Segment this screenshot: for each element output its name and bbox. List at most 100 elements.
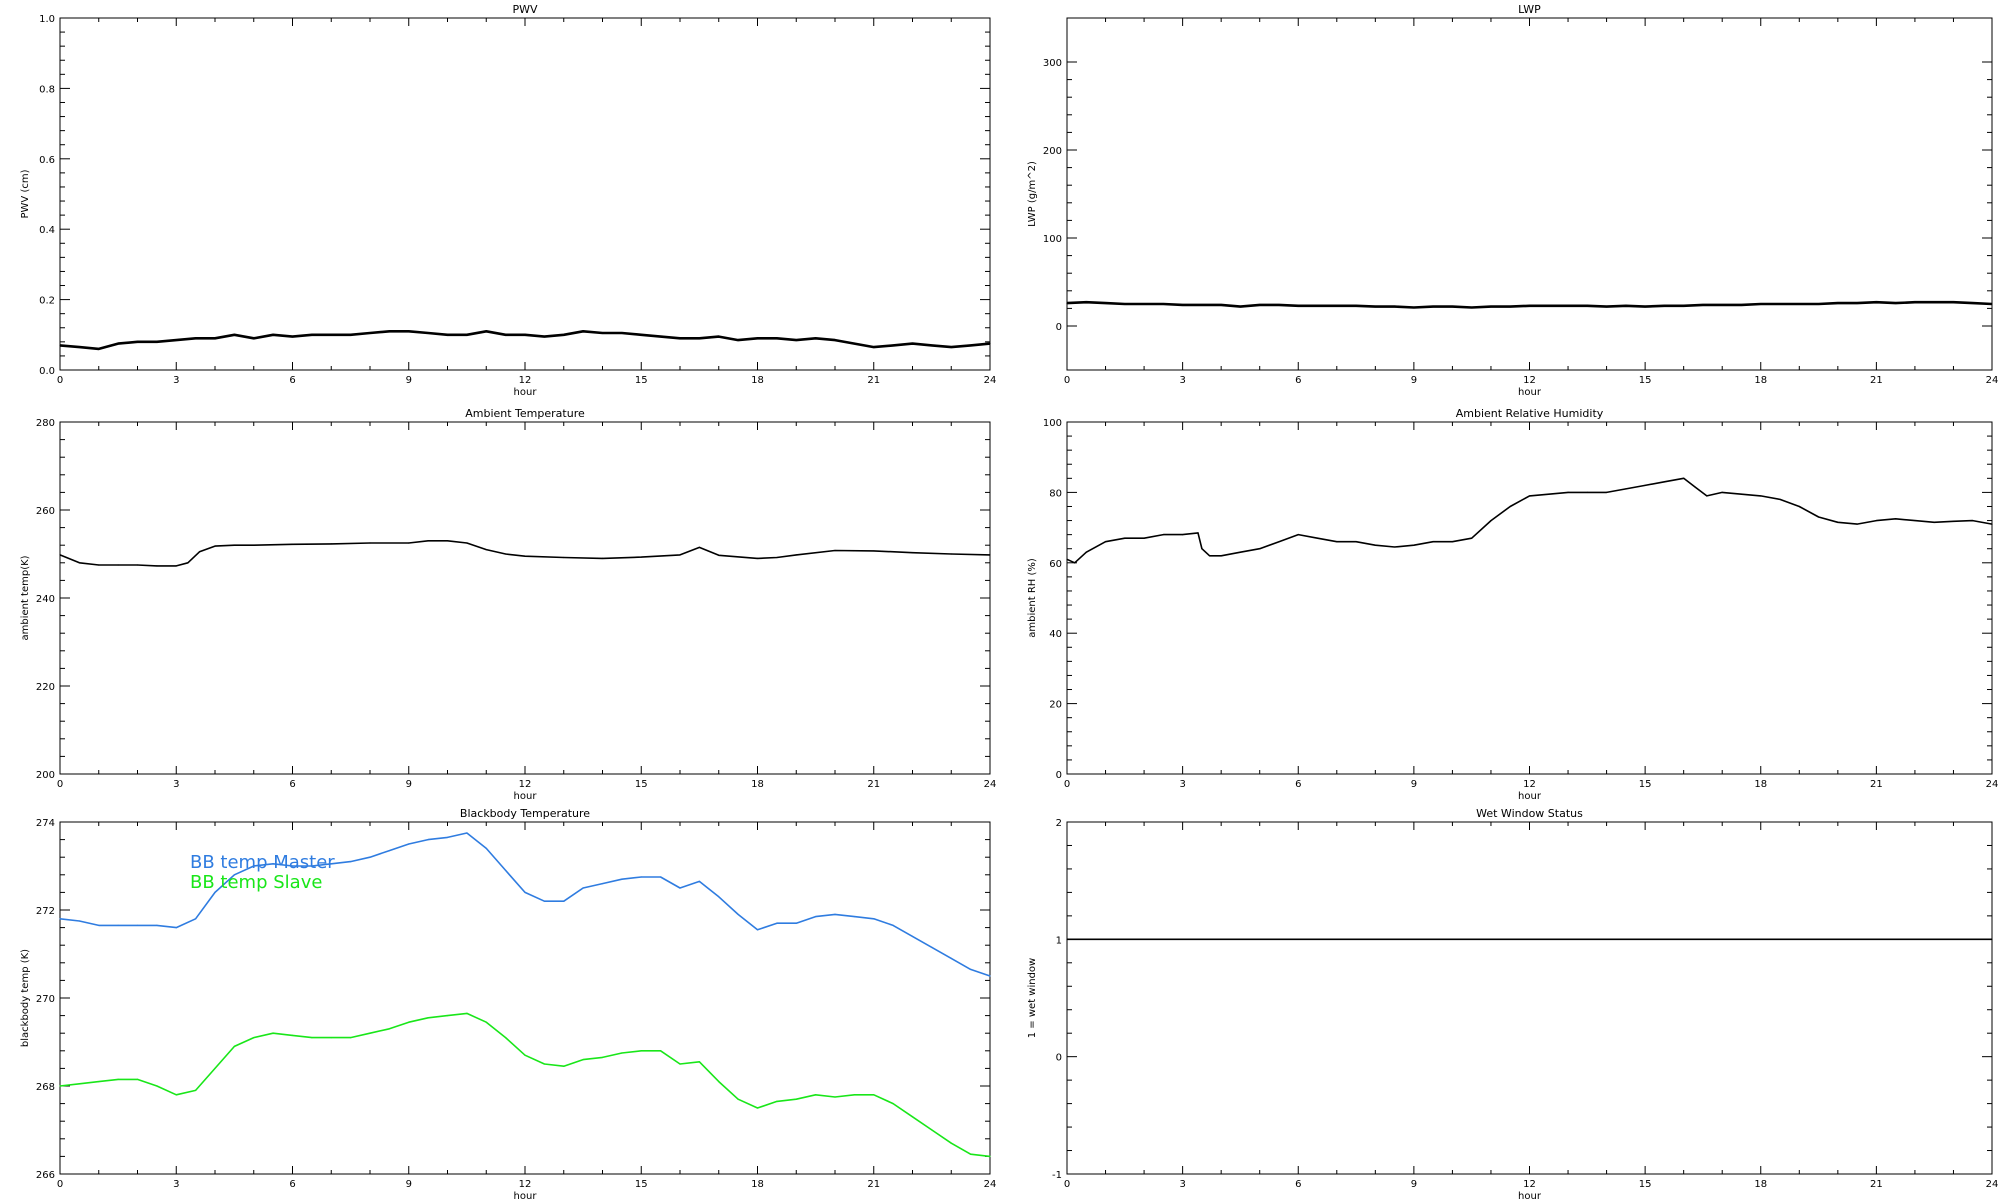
data-point	[1548, 305, 1550, 307]
x-tick-label: 9	[406, 779, 412, 790]
data-point	[311, 865, 313, 867]
data-point	[156, 1085, 158, 1087]
data-point	[1586, 491, 1588, 493]
data-point	[1471, 537, 1473, 539]
panel-ambient-temp: Ambient Temperature 0 3 6 9 12 15 18 21 24 hour 200…	[20, 407, 996, 802]
data-point	[291, 1034, 294, 1036]
x-tick-label: 6	[1295, 375, 1301, 386]
data-point	[1509, 505, 1511, 508]
y-axis-label: 1 = wet window	[1027, 958, 1038, 1038]
data-point	[1336, 305, 1338, 307]
data-point	[1355, 541, 1357, 543]
data-point	[311, 334, 313, 336]
data-point	[446, 1015, 449, 1017]
data-point	[640, 556, 642, 558]
data-point	[233, 874, 235, 876]
x-tick-label: 6	[289, 1179, 295, 1190]
data-point	[98, 348, 100, 350]
data-point	[1991, 303, 1993, 305]
data-point	[795, 554, 797, 556]
data-point	[1694, 486, 1696, 488]
data-point	[1220, 555, 1222, 557]
y-tick-label: 2	[1056, 818, 1062, 829]
data-point	[1074, 562, 1076, 564]
data-point	[892, 924, 894, 927]
data-point	[330, 334, 332, 336]
y-axis-label: PWV (cm)	[20, 169, 31, 218]
data-point	[524, 555, 526, 557]
data-point	[1933, 301, 1935, 303]
data-point	[1605, 306, 1608, 308]
series-line-ambient-rh-0	[1066, 477, 1993, 564]
y-tick-label: 0.4	[39, 225, 55, 236]
data-point	[756, 929, 759, 931]
x-tick-label: 0	[1064, 375, 1070, 386]
x-tick-label: 24	[984, 375, 997, 386]
data-point	[1548, 493, 1550, 495]
data-point	[989, 343, 991, 345]
data-point	[679, 887, 681, 889]
data-point	[1297, 305, 1299, 307]
y-tick-label: 0.8	[39, 84, 55, 95]
data-point	[776, 922, 778, 924]
data-point	[1760, 495, 1762, 497]
x-tick-label: 3	[1179, 1179, 1185, 1190]
y-tick-label: 274	[36, 818, 55, 829]
data-point	[1278, 541, 1280, 543]
data-point	[970, 1153, 972, 1155]
x-tick-label: 0	[57, 779, 63, 790]
data-point	[214, 891, 216, 894]
data-point	[369, 332, 371, 334]
data-point	[1297, 534, 1299, 536]
data-point	[59, 1085, 61, 1087]
data-point	[253, 544, 255, 546]
data-point	[1104, 541, 1107, 543]
data-point	[311, 1037, 313, 1039]
x-tick-label: 21	[867, 1179, 880, 1190]
data-point	[660, 876, 662, 878]
series-line-lwp-0	[1066, 300, 1993, 309]
data-point	[78, 562, 80, 564]
data-point	[1837, 521, 1839, 523]
data-point	[195, 918, 197, 920]
data-point	[408, 843, 410, 845]
data-point	[233, 544, 235, 546]
panel-title: LWP	[1518, 3, 1541, 16]
x-tick-label: 18	[751, 1179, 764, 1190]
data-point	[815, 916, 817, 918]
data-point	[98, 924, 100, 927]
data-point	[1374, 306, 1376, 308]
series-line-ambient-temp-0	[59, 539, 991, 567]
data-point	[1817, 516, 1820, 518]
data-point	[1432, 306, 1434, 308]
data-point	[505, 334, 507, 336]
data-point	[1683, 305, 1685, 307]
x-tick-label: 3	[1179, 375, 1185, 386]
data-point	[1394, 546, 1396, 548]
data-point	[1182, 534, 1184, 536]
data-point	[543, 335, 545, 338]
data-point	[1644, 484, 1646, 486]
data-point	[621, 332, 623, 334]
x-tick-label: 15	[1639, 375, 1652, 386]
data-point	[776, 556, 778, 559]
x-tick-label: 24	[1986, 1179, 1999, 1190]
data-point	[369, 856, 371, 858]
y-tick-label: 20	[1049, 700, 1062, 711]
data-point	[563, 334, 565, 336]
data-point	[330, 863, 332, 865]
panel-title: Ambient Temperature	[465, 407, 585, 420]
panel-ambient-rh: Ambient Relative Humidity 0 3 6 9 12 15 18 21 24 h…	[1027, 407, 1998, 802]
y-tick-label: -1	[1052, 1170, 1062, 1181]
x-tick-label: 3	[173, 779, 179, 790]
data-point	[1991, 938, 1993, 940]
data-point	[1779, 303, 1781, 305]
x-tick-label: 9	[1411, 375, 1417, 386]
data-point	[1972, 302, 1974, 304]
x-axis-label: hour	[514, 1191, 538, 1200]
data-point	[195, 1089, 197, 1091]
data-point	[214, 337, 216, 339]
data-point	[1066, 938, 1068, 940]
data-point	[408, 330, 410, 332]
data-point	[737, 1098, 739, 1100]
